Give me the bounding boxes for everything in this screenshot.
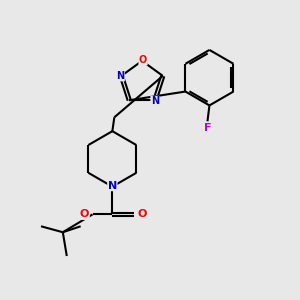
Text: O: O bbox=[137, 209, 147, 219]
Text: N: N bbox=[116, 71, 124, 81]
Text: F: F bbox=[204, 123, 211, 133]
Text: O: O bbox=[139, 55, 147, 65]
Text: O: O bbox=[80, 209, 89, 219]
Text: N: N bbox=[108, 181, 117, 191]
Text: N: N bbox=[151, 96, 159, 106]
